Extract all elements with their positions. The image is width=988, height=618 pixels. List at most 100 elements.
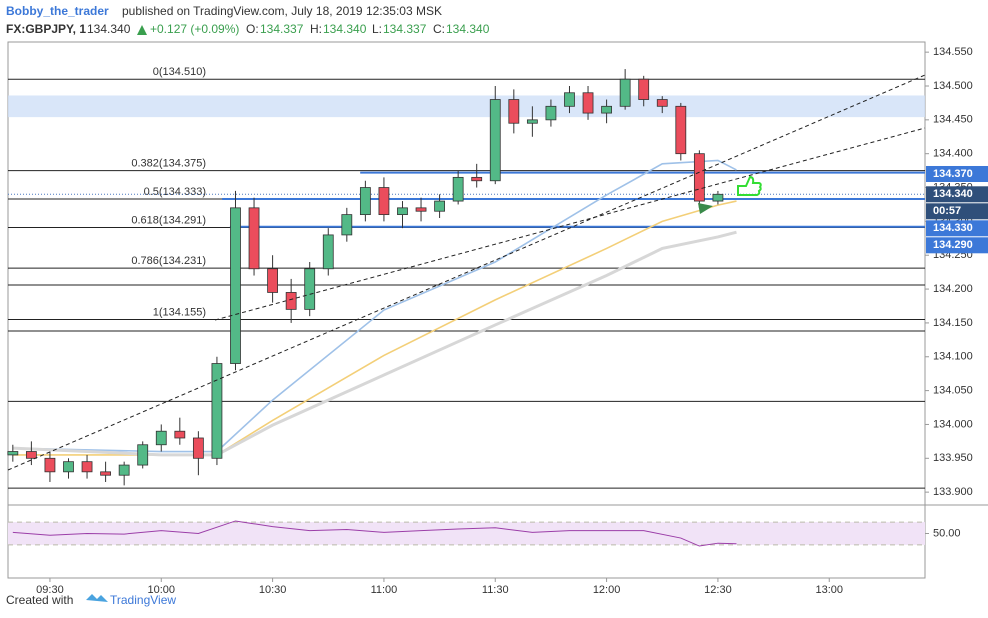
candle-body [526,119,538,124]
moving-average [12,230,737,457]
fib-label: 0.786(134.231) [131,255,206,267]
y-tick-label: 133.900 [933,486,973,498]
candle-body [619,78,631,107]
candle-body [155,430,167,446]
x-tick-label: 11:30 [482,584,509,596]
candle-body [693,153,705,202]
candle-body [489,99,501,182]
y-tick-label: 134.200 [933,283,973,295]
candle-body [230,207,241,364]
zone [8,95,925,118]
price-label: 134.340 [933,188,973,200]
candle-body [248,207,260,270]
countdown-box [926,203,988,220]
candle-body [267,268,278,293]
price-label: 134.290 [933,239,973,251]
rsi-band [8,522,925,545]
h: 134.340 [323,22,367,36]
price-label: 134.330 [933,222,973,234]
candle-body [656,99,668,107]
candle-body [434,200,445,212]
rsi-line [12,520,737,547]
logo [86,594,108,602]
change: +0.127 (+0.09%) [150,22,239,36]
countdown: 00:57 [933,205,961,217]
fib-label: 0.5(134.333) [144,186,206,198]
x-tick-label: 12:30 [704,584,732,596]
candle-body [322,234,334,270]
x-tick-label: 13:00 [815,584,843,596]
y-tick-label: 134.450 [933,114,973,126]
fib-label: 0.382(134.375) [131,158,206,170]
x-tick-label: 10:30 [259,584,287,596]
price-label-box [926,220,988,237]
candle-body [100,471,112,476]
candle-body [638,78,650,100]
candle-body [415,207,427,212]
moving-average [12,159,737,453]
x-tick-label: 11:00 [371,584,398,596]
layer: 133.900 133.950 134.000 134.050 134.100 134.1… [7,46,988,596]
fib-label: 0(134.510) [153,66,206,78]
y-tick-label: 134.100 [933,351,973,363]
x-tick-label: 09:30 [36,584,64,596]
candle-body [471,176,483,182]
c: 134.340 [446,22,490,36]
candle-body [341,214,353,236]
fib-label: 0.618(134.291) [131,214,206,226]
candle-body [564,92,575,107]
candle-body [211,363,223,459]
y-tick-label: 133.950 [933,452,973,464]
candle-body [25,451,37,459]
candle-body [285,292,297,310]
c-label: C: [433,22,445,36]
candle-body [508,99,520,124]
y-tick-label: 134.500 [933,80,973,92]
price-label-box [926,237,988,254]
l-label: L: [372,22,382,36]
x-tick-label: 12:00 [593,584,621,596]
candle-body [601,105,612,114]
price-label-box [926,186,988,203]
candle-body [304,268,316,310]
y-tick-label: 134.150 [933,317,973,329]
up-arrow [137,25,147,35]
o: 134.337 [260,22,304,36]
candle-body [675,105,687,155]
candle-body [174,430,186,439]
x-tick-label: 10:00 [148,584,176,596]
candle-body [44,457,56,473]
author: Bobby_the_trader [6,4,109,18]
y-tick-label: 134.400 [933,148,973,160]
trend-line [7,74,926,471]
candle-body [118,464,130,476]
candle-body [359,187,371,216]
footer-created: Created with [6,593,73,607]
trend-line [214,127,926,321]
candle-body [192,437,204,459]
published: published on TradingView.com, July 18, 2… [122,4,442,18]
candle-body [582,92,594,114]
footer-brand: TradingView [110,593,176,607]
price-label: 134.370 [933,168,973,180]
o-label: O: [246,22,259,36]
candle-body [545,105,557,121]
y-tick-label: 134.000 [933,418,973,430]
candle-body [7,451,19,456]
h-label: H: [310,22,322,36]
candle-body [397,207,408,216]
candle-body [378,187,390,216]
price: 134.340 [87,22,131,36]
symbol: FX:GBPJPY, 1 [6,22,86,36]
rsi-tick-label: 50.00 [933,527,961,539]
candle-body [452,176,464,202]
y-tick-label: 134.550 [933,46,973,58]
fib-label: 1(134.155) [153,306,206,318]
candle-body [712,193,724,202]
candle-body [63,461,74,473]
arrow-icon [698,203,713,214]
thumbs-up-icon [737,175,762,196]
l: 134.337 [383,22,427,36]
y-tick-label: 134.050 [933,385,973,397]
